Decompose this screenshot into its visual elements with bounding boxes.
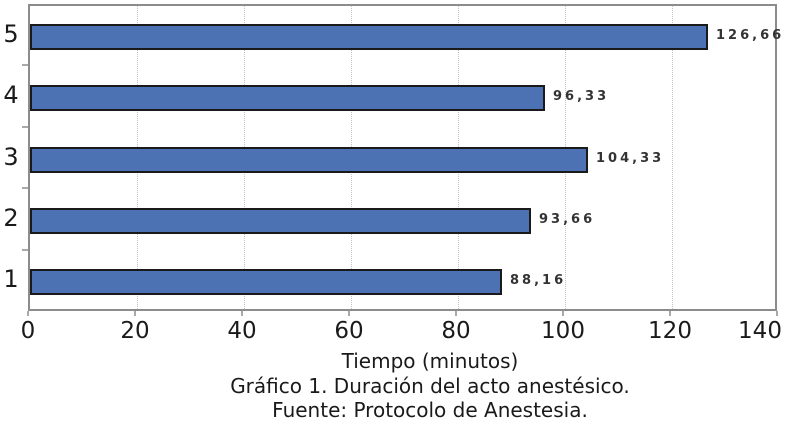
chart-caption: Gráfico 1. Duración del acto anestésico. [230, 373, 630, 398]
x-axis-tick-120 [669, 311, 671, 316]
plot-area [28, 4, 777, 311]
x-tick-label-0: 0 [20, 318, 36, 344]
chart-source: Fuente: Protocolo de Anestesia. [272, 398, 588, 422]
x-axis-tick-100 [562, 311, 564, 316]
x-tick-label-20: 20 [120, 318, 150, 344]
bar-value-label-5: 126,66 [716, 28, 785, 43]
bar-value-label-2: 93,66 [539, 212, 596, 227]
bar-value-label-3: 104,33 [596, 151, 665, 166]
y-category-label-1: 1 [3, 265, 19, 293]
x-axis-tick-0 [27, 311, 29, 316]
y-axis-tick [22, 187, 28, 189]
bar-category-5 [30, 24, 708, 50]
bar-category-4 [30, 85, 545, 111]
x-tick-label-80: 80 [441, 318, 471, 344]
bar-value-label-1: 88,16 [510, 273, 567, 288]
x-axis-tick-80 [455, 311, 457, 316]
gridline-x-120 [672, 6, 673, 309]
y-axis-tick [22, 249, 28, 251]
bar-category-3 [30, 147, 588, 173]
caption-block: Tiempo (minutos) Gráfico 1. Duración del… [60, 349, 800, 423]
bar-value-label-4: 96,33 [553, 89, 610, 104]
y-axis-tick [22, 64, 28, 66]
y-category-label-4: 4 [3, 81, 19, 109]
y-category-label-2: 2 [3, 204, 19, 232]
x-axis-tick-40 [241, 311, 243, 316]
bar-category-2 [30, 208, 531, 234]
y-category-label-5: 5 [3, 20, 19, 48]
x-tick-label-100: 100 [541, 318, 585, 344]
y-axis-tick [22, 126, 28, 128]
x-tick-label-120: 120 [648, 318, 692, 344]
x-tick-label-60: 60 [334, 318, 364, 344]
x-axis-tick-20 [134, 311, 136, 316]
x-tick-label-140: 140 [738, 318, 782, 344]
y-category-label-3: 3 [3, 143, 19, 171]
x-axis-title: Tiempo (minutos) [341, 349, 519, 373]
x-tick-label-40: 40 [227, 318, 257, 344]
x-axis-tick-140 [776, 311, 778, 316]
bar-category-1 [30, 269, 502, 295]
x-axis-tick-60 [348, 311, 350, 316]
